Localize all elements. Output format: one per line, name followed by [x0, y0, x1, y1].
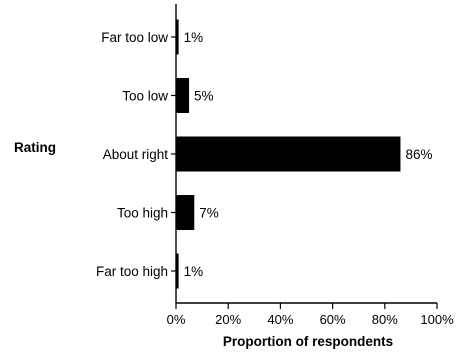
bar: [176, 136, 401, 172]
x-tick-label: 40%: [267, 312, 293, 327]
bars-group: [176, 19, 401, 289]
y-axis-title: Rating: [14, 140, 56, 155]
bar: [176, 78, 190, 113]
bar: [176, 19, 179, 55]
data-label: 7%: [199, 206, 219, 221]
category-label: Far too low: [101, 30, 168, 45]
x-tick-label: 80%: [372, 312, 398, 327]
category-label: About right: [103, 147, 169, 162]
category-label: Far too high: [96, 264, 168, 279]
x-tick-label: 100%: [420, 312, 454, 327]
axes-group: 0% 20% 40% 60% 80% 100%: [167, 4, 454, 327]
x-axis-title: Proportion of respondents: [223, 334, 393, 349]
x-tick-label: 60%: [320, 312, 346, 327]
data-label: 5%: [194, 89, 214, 104]
bar: [176, 195, 195, 230]
data-label: 1%: [184, 30, 204, 45]
category-label: Too low: [122, 89, 168, 104]
x-tick-label: 20%: [215, 312, 241, 327]
category-label: Too high: [117, 206, 168, 221]
bar: [176, 253, 179, 289]
data-label: 1%: [184, 264, 204, 279]
labels-group: Far too low 1% Too low 5% About right 86% Too …: [96, 30, 433, 279]
data-label: 86%: [405, 147, 432, 162]
x-tick-label: 0%: [167, 312, 186, 327]
